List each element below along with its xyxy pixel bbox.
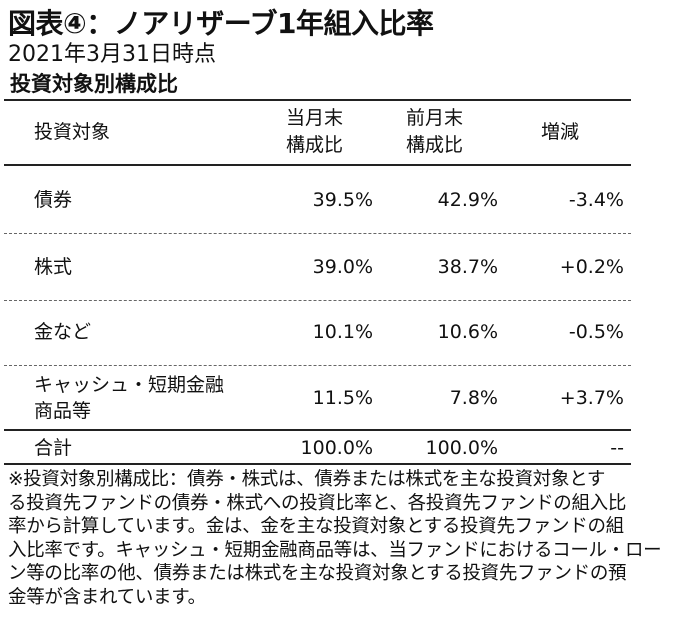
footnote-line: 率から計算しています。金は、金を主な投資対象とする投資先ファンドの組 [8, 516, 624, 537]
total-change: -- [610, 437, 624, 459]
header-rule [4, 164, 631, 166]
row-current: 39.0% [312, 256, 373, 278]
page-title: 図表④：ノアリザーブ1年組入比率 [8, 7, 434, 40]
header-current-line1: 当月末 [286, 107, 344, 129]
row-previous: 7.8% [449, 387, 498, 409]
as-of-date: 2021年3月31日時点 [8, 42, 216, 67]
footnote-line: 入比率です。キャッシュ・短期金融商品等は、当ファンドにおけるコール・ロー [8, 539, 662, 561]
header-category: 投資対象 [34, 121, 111, 143]
row-change: -0.5% [568, 321, 624, 343]
row-divider [4, 233, 631, 234]
total-rule [4, 429, 631, 431]
row-change: +0.2% [559, 256, 624, 278]
footnote-line: ※投資対象別構成比：債券・株式は、債券または株式を主な投資対象とす [8, 469, 606, 490]
row-category-line2: 商品等 [34, 400, 92, 422]
footnote: ※投資対象別構成比：債券・株式は、債券または株式を主な投資対象とす る投資先ファ… [8, 468, 674, 609]
section-heading: 投資対象別構成比 [10, 72, 178, 96]
header-previous-line1: 前月末 [406, 107, 464, 129]
header-previous-line2: 構成比 [406, 134, 464, 156]
row-category: 株式 [34, 256, 73, 278]
row-current: 11.5% [312, 387, 373, 409]
table-top-rule [4, 99, 631, 101]
row-category: 金など [34, 321, 92, 343]
total-current: 100.0% [300, 437, 373, 459]
row-previous: 42.9% [437, 189, 498, 211]
footnote-line: る投資先ファンドの債券・株式への投資比率と、各投資先ファンドの組入比 [8, 492, 627, 514]
footnote-line: 金等が含まれています。 [8, 586, 206, 608]
row-current: 39.5% [312, 189, 373, 211]
row-divider [4, 365, 631, 366]
total-category: 合計 [34, 437, 73, 459]
row-category: 債券 [34, 189, 73, 211]
footnote-line: ン等の比率の他、債券または株式を主な投資対象とする投資先ファンドの預 [8, 563, 627, 584]
row-change: +3.7% [559, 387, 624, 409]
table-bottom-rule [4, 463, 631, 465]
header-change: 増減 [541, 121, 580, 143]
header-current-line2: 構成比 [286, 134, 344, 156]
row-previous: 10.6% [437, 321, 498, 343]
row-category-line1: キャッシュ・短期金融 [34, 374, 225, 396]
row-current: 10.1% [312, 321, 373, 343]
row-divider [4, 300, 631, 301]
row-change: -3.4% [568, 189, 624, 211]
total-previous: 100.0% [425, 437, 498, 459]
row-previous: 38.7% [437, 256, 498, 278]
